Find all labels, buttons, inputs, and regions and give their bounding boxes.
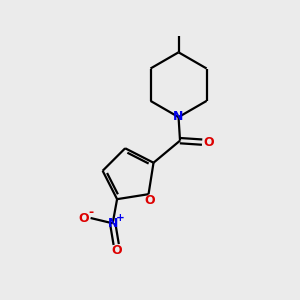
Text: N: N [173,110,183,123]
Text: +: + [116,213,124,223]
Text: O: O [145,194,155,207]
Text: O: O [111,244,122,257]
Text: O: O [203,136,214,148]
Text: N: N [108,217,119,230]
Text: -: - [88,206,93,219]
Text: O: O [79,212,89,224]
